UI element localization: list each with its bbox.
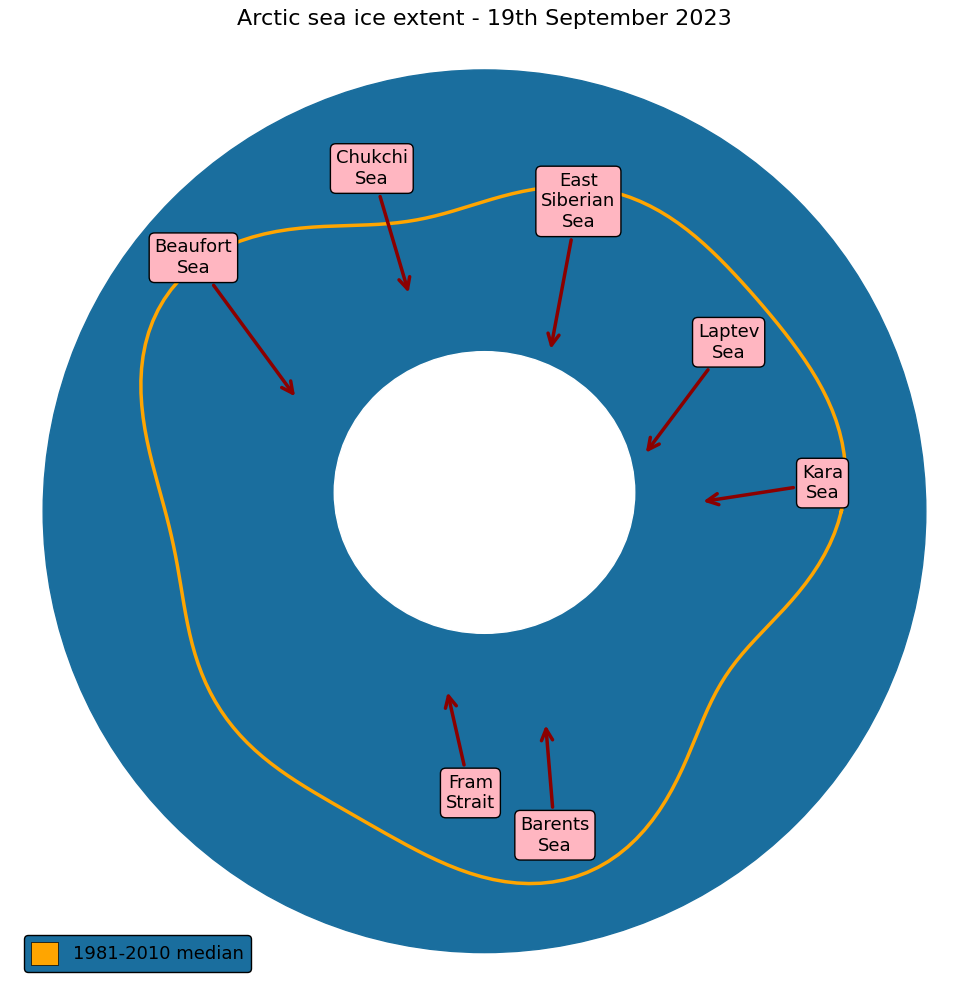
Text: Kara
Sea: Kara Sea xyxy=(707,464,843,504)
Text: Barents
Sea: Barents Sea xyxy=(520,729,589,854)
Ellipse shape xyxy=(334,352,635,633)
Text: Chukchi
Sea: Chukchi Sea xyxy=(336,149,410,289)
Text: Laptev
Sea: Laptev Sea xyxy=(648,323,760,450)
Text: Beaufort
Sea: Beaufort Sea xyxy=(155,239,293,394)
Title: Arctic sea ice extent - 19th September 2023: Arctic sea ice extent - 19th September 2… xyxy=(237,9,732,29)
Circle shape xyxy=(44,70,925,953)
Text: Fram
Strait: Fram Strait xyxy=(446,696,495,812)
Text: East
Siberian
Sea: East Siberian Sea xyxy=(542,172,615,345)
Legend: 1981-2010 median: 1981-2010 median xyxy=(24,935,251,972)
